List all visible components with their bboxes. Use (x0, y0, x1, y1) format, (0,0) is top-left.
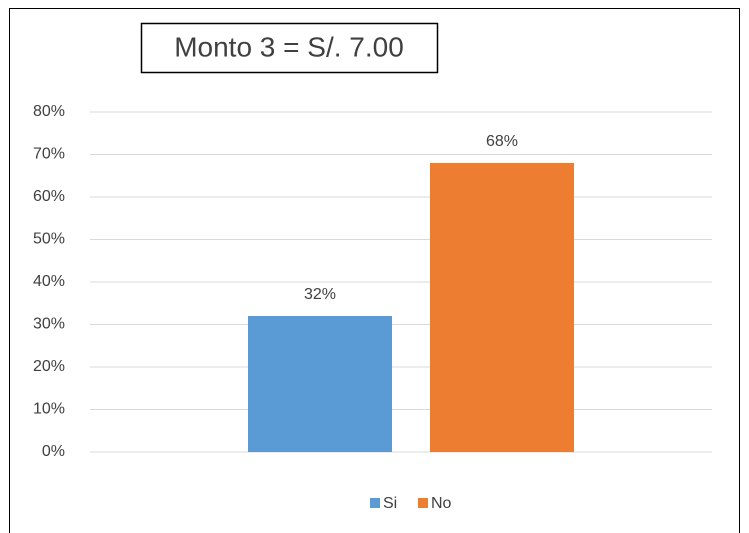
legend-swatch (370, 498, 380, 508)
y-tick-label: 70% (33, 146, 65, 163)
y-tick-label: 80% (33, 103, 65, 120)
y-tick-label: 50% (33, 231, 65, 248)
chart-frame (9, 8, 740, 533)
legend-swatch (418, 498, 428, 508)
data-label: 32% (304, 286, 336, 303)
data-label: 68% (486, 133, 518, 150)
bar (430, 163, 574, 452)
y-tick-label: 20% (33, 358, 65, 375)
bar (248, 316, 392, 452)
y-tick-label: 0% (42, 443, 65, 460)
chart-title: Monto 3 = S/. 7.00 (174, 31, 404, 62)
legend-label: Si (383, 495, 397, 512)
legend-label: No (431, 495, 452, 512)
y-tick-label: 30% (33, 316, 65, 333)
title-box (140, 22, 439, 74)
y-tick-label: 40% (33, 273, 65, 290)
y-tick-label: 60% (33, 188, 65, 205)
y-tick-label: 10% (33, 401, 65, 418)
